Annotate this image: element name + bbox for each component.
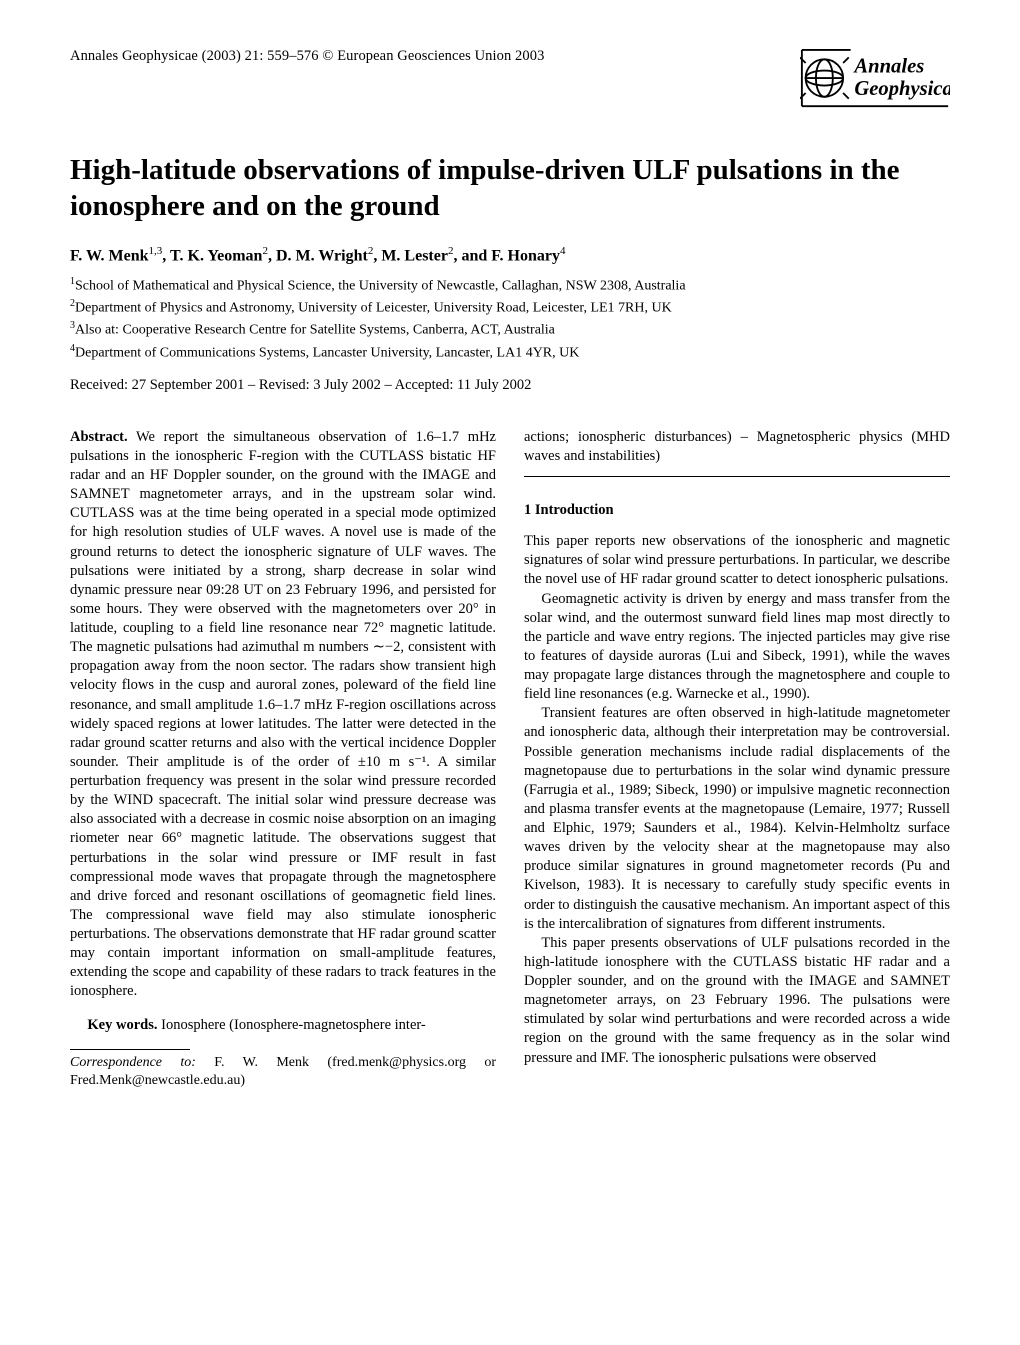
- introduction-paragraph: Geomagnetic activity is driven by energy…: [524, 590, 950, 705]
- article-title: High-latitude observations of impulse-dr…: [70, 152, 950, 225]
- affiliation-line: 1School of Mathematical and Physical Sci…: [70, 275, 950, 296]
- affiliation-line: 3Also at: Cooperative Research Centre fo…: [70, 319, 950, 340]
- header-row: Annales Geophysicae (2003) 21: 559–576 ©…: [70, 48, 950, 108]
- keywords-continuation: actions; ionospheric disturbances) – Mag…: [524, 428, 950, 466]
- affiliations: 1School of Mathematical and Physical Sci…: [70, 275, 950, 363]
- logo-text-top: Annales: [852, 55, 924, 77]
- keywords: Key words. Ionosphere (Ionosphere-magnet…: [70, 1016, 496, 1035]
- authors: F. W. Menk1,3, T. K. Yeoman2, D. M. Wrig…: [70, 245, 950, 265]
- introduction-paragraph: This paper presents observations of ULF …: [524, 934, 950, 1068]
- correspondence: Correspondence to: F. W. Menk (fred.menk…: [70, 1054, 496, 1090]
- abstract-text: We report the simultaneous observation o…: [70, 429, 496, 1000]
- right-column: actions; ionospheric disturbances) – Mag…: [524, 428, 950, 1090]
- journal-logo: Annales Geophysicae: [800, 48, 950, 108]
- page: Annales Geophysicae (2003) 21: 559–576 ©…: [0, 0, 1020, 1130]
- journal-citation: Annales Geophysicae (2003) 21: 559–576 ©…: [70, 48, 544, 65]
- introduction-body: This paper reports new observations of t…: [524, 532, 950, 1068]
- two-column-body: Abstract. We report the simultaneous obs…: [70, 428, 950, 1090]
- section-heading-introduction: 1 Introduction: [524, 501, 950, 520]
- keywords-left-text: Ionosphere (Ionosphere-magnetosphere int…: [161, 1017, 426, 1033]
- correspondence-label: Correspondence to:: [70, 1055, 196, 1070]
- abstract: Abstract. We report the simultaneous obs…: [70, 428, 496, 1002]
- section-rule: [524, 476, 950, 477]
- keywords-label: Key words.: [87, 1017, 157, 1033]
- abstract-label: Abstract.: [70, 429, 128, 445]
- affiliation-line: 2Department of Physics and Astronomy, Un…: [70, 297, 950, 318]
- introduction-paragraph: Transient features are often observed in…: [524, 704, 950, 934]
- footnote-rule: [70, 1049, 190, 1050]
- introduction-paragraph: This paper reports new observations of t…: [524, 532, 950, 589]
- left-column: Abstract. We report the simultaneous obs…: [70, 428, 496, 1090]
- logo-text-bottom: Geophysicae: [854, 78, 950, 100]
- affiliation-line: 4Department of Communications Systems, L…: [70, 342, 950, 363]
- manuscript-dates: Received: 27 September 2001 – Revised: 3…: [70, 377, 950, 394]
